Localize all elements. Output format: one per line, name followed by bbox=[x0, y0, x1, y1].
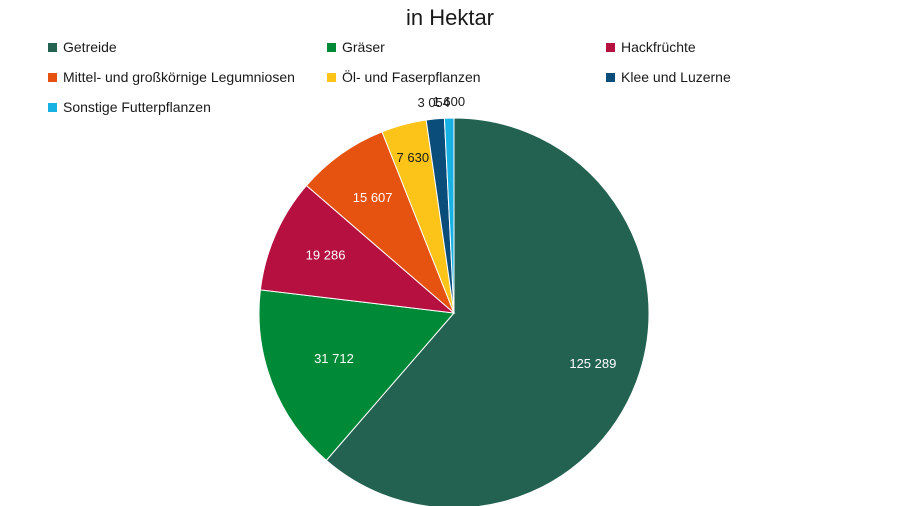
data-label-oel-faserpflanzen: 7 630 bbox=[397, 150, 430, 165]
data-label-sonstige-futterpflanzen: 1 600 bbox=[433, 94, 466, 109]
legend-swatch-legumniosen bbox=[48, 72, 57, 82]
pie-slice-legumniosen bbox=[305, 131, 455, 314]
legend-label-klee-luzerne: Klee und Luzerne bbox=[621, 69, 731, 85]
legend-label-legumniosen: Mittel- und großkörnige Legumniosen bbox=[63, 69, 295, 85]
legend-swatch-klee-luzerne bbox=[606, 72, 615, 82]
chart-title: in Hektar bbox=[405, 5, 495, 30]
pie-slice-graeser bbox=[258, 289, 455, 462]
data-label-graeser: 31 712 bbox=[314, 351, 354, 366]
legend-swatch-getreide bbox=[48, 42, 57, 52]
legend-item-legumniosen: Mittel- und großkörnige Legumniosen bbox=[48, 69, 295, 85]
data-label-getreide: 125 289 bbox=[569, 356, 616, 371]
legend-item-klee-luzerne: Klee und Luzerne bbox=[606, 69, 731, 85]
data-label-legumniosen: 15 607 bbox=[353, 190, 393, 205]
legend-item-oel-faserpflanzen: Öl- und Faserpflanzen bbox=[327, 69, 481, 85]
legend-swatch-sonstige-futterpflanzen bbox=[48, 102, 57, 112]
legend-label-graeser: Gräser bbox=[342, 39, 385, 55]
legend-item-hackfruechte: Hackfrüchte bbox=[606, 39, 696, 55]
legend-label-hackfruechte: Hackfrüchte bbox=[621, 39, 696, 55]
legend-swatch-graeser bbox=[327, 42, 336, 52]
legend-label-getreide: Getreide bbox=[63, 39, 117, 55]
legend-swatch-hackfruechte bbox=[606, 42, 615, 52]
legend-item-getreide: Getreide bbox=[48, 39, 117, 55]
pie-slice-hackfruechte bbox=[259, 184, 456, 314]
legend-label-sonstige-futterpflanzen: Sonstige Futterpflanzen bbox=[63, 99, 211, 115]
legend-item-sonstige-futterpflanzen: Sonstige Futterpflanzen bbox=[48, 99, 211, 115]
pie-slice-sonstige-futterpflanzen bbox=[443, 117, 455, 314]
legend-swatch-oel-faserpflanzen bbox=[327, 72, 336, 82]
legend-label-oel-faserpflanzen: Öl- und Faserpflanzen bbox=[342, 69, 481, 85]
data-label-klee-luzerne: 3 054 bbox=[417, 95, 450, 110]
data-label-hackfruechte: 19 286 bbox=[306, 248, 346, 263]
legend-item-graeser: Gräser bbox=[327, 39, 385, 55]
